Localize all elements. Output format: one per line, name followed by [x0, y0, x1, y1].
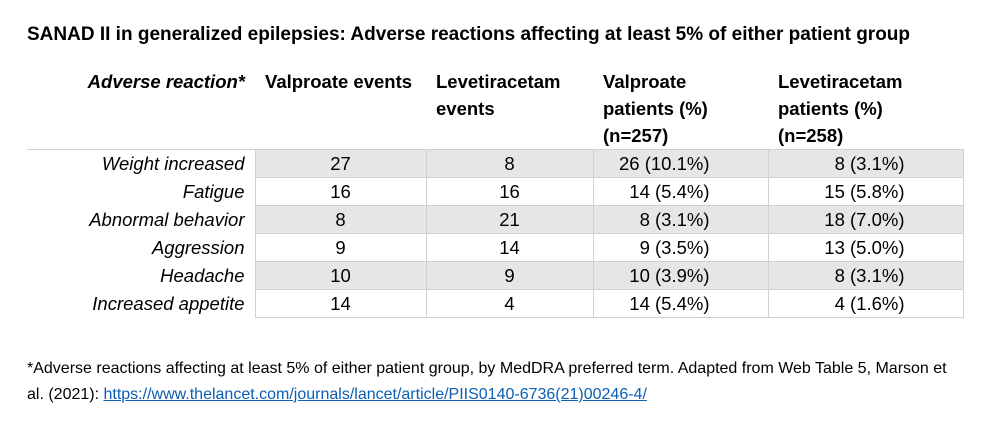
footnote: *Adverse reactions affecting at least 5%… — [27, 356, 957, 408]
row-label: Aggression — [151, 237, 245, 258]
column-header-valproate-patients: Valproate patients (%) (n=257) — [593, 64, 768, 150]
cell-valproate-patients: 8 (3.1%) — [592, 205, 769, 234]
table-title: SANAD II in generalized epilepsies: Adve… — [27, 24, 911, 45]
cell-valproate-patients: 14 (5.4%) — [592, 177, 769, 206]
column-header-levetiracetam-patients: Levetiracetam patients (%) (n=258) — [768, 64, 963, 150]
row-label: Increased appetite — [92, 293, 245, 314]
column-header-valproate-events: Valproate events — [255, 64, 426, 150]
cell-valproate-patients: 9 (3.5%) — [592, 233, 769, 262]
cell-levetiracetam-patients: 4 (1.6%) — [767, 289, 964, 318]
footnote-text: *Adverse reactions affecting at least 5%… — [27, 360, 947, 403]
cell-valproate-patients: 26 (10.1%) — [592, 149, 769, 178]
column-header-reaction: Adverse reaction* — [27, 64, 255, 150]
cell-valproate-patients: 14 (5.4%) — [592, 289, 769, 318]
cell-valproate-events: 16 — [254, 177, 427, 206]
cell-levetiracetam-events: 21 — [425, 205, 594, 234]
cell-valproate-patients: 10 (3.9%) — [592, 261, 769, 290]
cell-valproate-events: 10 — [254, 261, 427, 290]
cell-levetiracetam-events: 4 — [425, 289, 594, 318]
column-header-levetiracetam-events: Levetiracetam events — [426, 64, 593, 150]
table-row: Increased appetite 14 4 14 (5.4%) 4 (1.6… — [27, 289, 964, 318]
cell-valproate-events: 27 — [254, 149, 427, 178]
row-label: Fatigue — [182, 181, 245, 202]
cell-valproate-events: 14 — [254, 289, 427, 318]
cell-levetiracetam-patients: 15 (5.8%) — [767, 177, 964, 206]
source-link[interactable]: https://www.thelancet.com/journals/lance… — [103, 386, 647, 403]
cell-valproate-events: 8 — [254, 205, 427, 234]
row-label: Abnormal behavior — [89, 209, 245, 230]
cell-levetiracetam-patients: 8 (3.1%) — [767, 149, 964, 178]
cell-levetiracetam-events: 16 — [425, 177, 594, 206]
table-row: Headache 10 9 10 (3.9%) 8 (3.1%) — [27, 261, 964, 290]
row-label: Headache — [160, 265, 245, 286]
row-label: Weight increased — [101, 153, 245, 175]
adverse-reactions-table: Adverse reaction* Valproate events Levet… — [27, 64, 964, 318]
cell-levetiracetam-events: 14 — [425, 233, 594, 262]
header-row: Adverse reaction* Valproate events Levet… — [27, 64, 963, 150]
cell-levetiracetam-events: 9 — [425, 261, 594, 290]
cell-levetiracetam-patients: 13 (5.0%) — [767, 233, 964, 262]
cell-levetiracetam-patients: 18 (7.0%) — [767, 205, 964, 234]
cell-levetiracetam-patients: 8 (3.1%) — [767, 261, 964, 290]
table-row: Abnormal behavior 8 21 8 (3.1%) 18 (7.0%… — [27, 205, 964, 234]
table-row: Aggression 9 14 9 (3.5%) 13 (5.0%) — [27, 233, 964, 262]
table-row: Weight increased 27 8 26 (10.1%) 8 (3.1%… — [27, 149, 964, 178]
cell-levetiracetam-events: 8 — [425, 149, 594, 178]
table-row: Fatigue 16 16 14 (5.4%) 15 (5.8%) — [27, 177, 964, 206]
cell-valproate-events: 9 — [254, 233, 427, 262]
